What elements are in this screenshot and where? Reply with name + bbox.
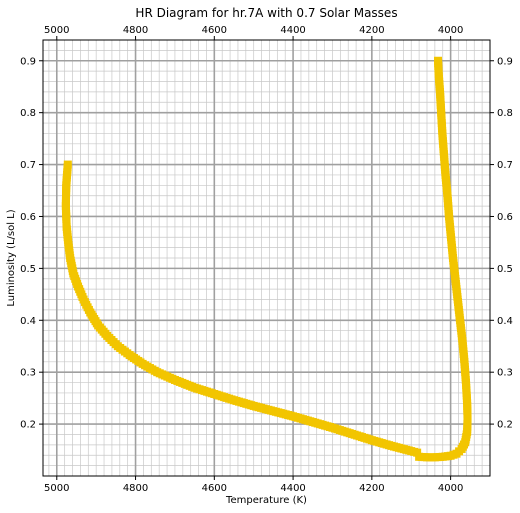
y-tick-label-left: 0.9 bbox=[20, 56, 36, 67]
x-tick-label-top: 5000 bbox=[44, 25, 69, 36]
y-tick-label-right: 0.5 bbox=[497, 264, 513, 275]
y-tick-label-left: 0.8 bbox=[20, 108, 36, 119]
axis-ticks bbox=[39, 36, 494, 480]
y-tick-label-left: 0.4 bbox=[20, 316, 36, 327]
y-tick-label-left: 0.7 bbox=[20, 160, 36, 171]
plot-frame bbox=[42, 39, 491, 477]
x-tick-label-top: 4200 bbox=[359, 25, 384, 36]
x-tick-label-bottom: 4800 bbox=[123, 483, 148, 494]
y-tick-label-left: 0.5 bbox=[20, 264, 36, 275]
y-tick-label-right: 0.7 bbox=[497, 160, 513, 171]
major-gridlines bbox=[43, 40, 490, 476]
chart-title: HR Diagram for hr.7A with 0.7 Solar Mass… bbox=[135, 6, 397, 20]
y-axis-title: Luminosity (L/sol L) bbox=[6, 209, 17, 306]
data-series bbox=[61, 56, 472, 462]
y-tick-label-right: 0.6 bbox=[497, 212, 513, 223]
y-tick-label-right: 0.2 bbox=[497, 420, 513, 431]
data-point bbox=[434, 56, 443, 65]
x-axis-title: Temperature (K) bbox=[225, 495, 307, 506]
x-tick-label-top: 4000 bbox=[438, 25, 463, 36]
x-tick-label-bottom: 5000 bbox=[44, 483, 69, 494]
axis-tick-labels: 5000 5000 4800 4800 4600 4600 4400 4400 4200 4200… bbox=[20, 25, 513, 494]
y-tick-label-right: 0.8 bbox=[497, 108, 513, 119]
x-tick-label-bottom: 4000 bbox=[438, 483, 463, 494]
y-tick-label-right: 0.4 bbox=[497, 316, 513, 327]
y-tick-label-right: 0.3 bbox=[497, 368, 513, 379]
y-tick-label-left: 0.2 bbox=[20, 420, 36, 431]
x-tick-label-bottom: 4600 bbox=[202, 483, 227, 494]
y-tick-label-left: 0.6 bbox=[20, 212, 36, 223]
y-tick-label-left: 0.3 bbox=[20, 368, 36, 379]
x-tick-label-top: 4400 bbox=[280, 25, 305, 36]
y-tick-label-right: 0.9 bbox=[497, 56, 513, 67]
x-tick-label-top: 4800 bbox=[123, 25, 148, 36]
data-point bbox=[413, 448, 422, 457]
x-tick-label-top: 4600 bbox=[202, 25, 227, 36]
x-tick-label-bottom: 4200 bbox=[359, 483, 384, 494]
x-tick-label-bottom: 4400 bbox=[280, 483, 305, 494]
